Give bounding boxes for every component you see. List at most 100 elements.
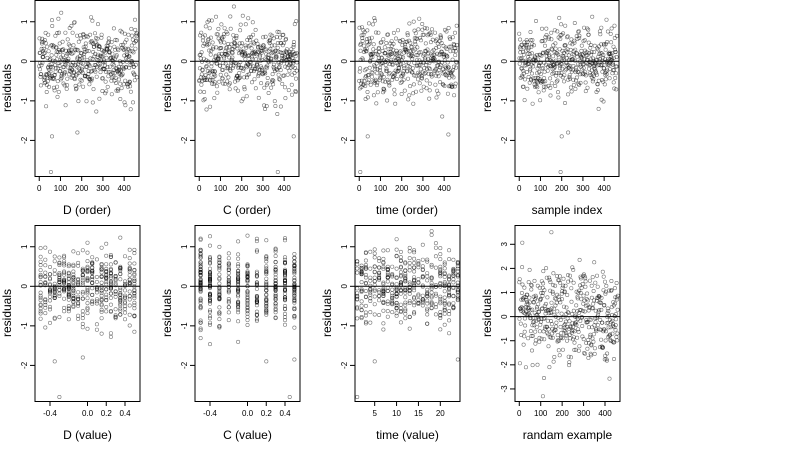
data-point (595, 88, 600, 93)
data-point (546, 308, 551, 313)
data-point (201, 56, 206, 61)
data-point (276, 49, 281, 54)
data-point (254, 38, 259, 43)
data-point (134, 31, 139, 36)
data-point (220, 68, 225, 73)
data-point (442, 295, 447, 300)
points (197, 4, 299, 175)
data-point (372, 269, 377, 274)
data-point (553, 46, 558, 51)
data-point (90, 301, 95, 306)
data-point (368, 310, 373, 315)
data-point (453, 46, 458, 51)
data-point (591, 301, 596, 306)
data-point (425, 26, 430, 31)
data-point (363, 272, 368, 277)
data-point (108, 274, 113, 279)
data-point (551, 283, 556, 288)
data-point (369, 35, 374, 40)
data-point (52, 359, 57, 364)
data-point (273, 303, 278, 308)
data-point (91, 87, 96, 92)
data-point (47, 307, 52, 312)
data-point (132, 273, 137, 278)
data-point (224, 72, 229, 77)
data-point (359, 307, 364, 312)
data-point (582, 309, 587, 314)
data-point (90, 265, 95, 270)
data-point (264, 359, 269, 364)
data-point (208, 256, 213, 261)
data-point (573, 47, 578, 52)
data-point (358, 170, 363, 175)
data-point (372, 255, 377, 260)
data-point (355, 262, 360, 267)
points (198, 233, 297, 399)
data-point (545, 295, 550, 300)
data-point (236, 256, 241, 261)
data-point (238, 28, 243, 33)
data-point (364, 74, 369, 79)
data-point (120, 72, 125, 77)
data-point (425, 274, 430, 279)
data-point (363, 288, 368, 293)
data-point (253, 67, 258, 72)
data-point (444, 29, 449, 34)
data-point (571, 308, 576, 313)
data-point (132, 261, 137, 266)
data-point (614, 54, 619, 59)
data-point (560, 336, 565, 341)
data-point (90, 298, 95, 303)
data-point (121, 82, 126, 87)
data-point (556, 55, 561, 60)
data-point (438, 264, 443, 269)
data-point (80, 296, 85, 301)
data-point (57, 272, 62, 277)
data-point (432, 30, 437, 35)
data-point (552, 64, 557, 69)
data-point (104, 69, 109, 74)
data-point (245, 298, 250, 303)
data-point (66, 317, 71, 322)
data-point (446, 25, 451, 30)
data-point (38, 246, 43, 251)
data-point (377, 312, 382, 317)
data-point (581, 66, 586, 71)
data-point (533, 293, 538, 298)
data-point (255, 61, 260, 66)
data-point (521, 68, 526, 73)
data-point (611, 356, 616, 361)
data-point (422, 71, 427, 76)
data-point (52, 63, 57, 68)
data-point (368, 266, 373, 271)
data-point (123, 288, 128, 293)
data-point (381, 300, 386, 305)
data-point (378, 76, 383, 81)
data-point (104, 272, 109, 277)
data-point (565, 273, 570, 278)
data-point (214, 84, 219, 89)
data-point (540, 79, 545, 84)
data-point (521, 306, 526, 311)
data-point (455, 283, 460, 288)
data-point (530, 38, 535, 43)
data-point (254, 298, 259, 303)
data-point (572, 38, 577, 43)
data-point (420, 264, 425, 269)
data-point (52, 271, 57, 276)
data-point (429, 72, 434, 77)
data-point (387, 81, 392, 86)
data-point (524, 299, 529, 304)
data-point (536, 302, 541, 307)
data-point (282, 255, 287, 260)
data-point (586, 355, 591, 360)
data-point (608, 52, 613, 57)
data-point (549, 30, 554, 35)
data-point (396, 66, 401, 71)
data-point (524, 302, 529, 307)
data-point (422, 66, 427, 71)
data-point (455, 357, 460, 362)
data-point (541, 281, 546, 286)
data-point (94, 322, 99, 327)
data-point (586, 337, 591, 342)
